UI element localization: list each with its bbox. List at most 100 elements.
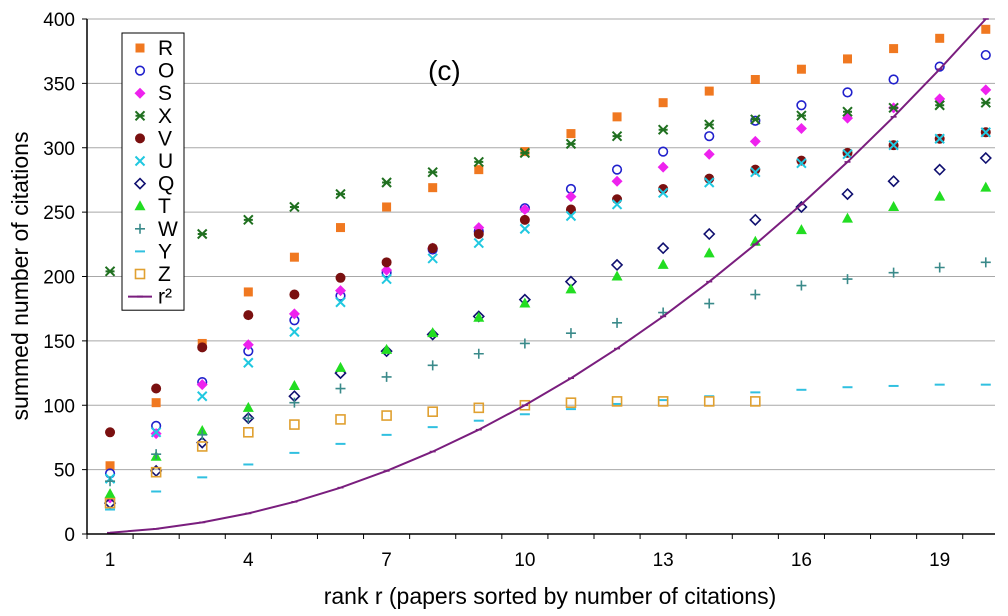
point-x [289, 201, 300, 213]
y-tick-label: 300 [43, 139, 75, 160]
y-tick-label: 50 [54, 461, 75, 482]
point-x [704, 119, 715, 130]
y-axis-label: summed number of citations [7, 132, 33, 421]
series-r [107, 18, 989, 534]
legend-label-s: S [158, 82, 172, 105]
point-x [888, 102, 899, 114]
point-u [243, 357, 254, 368]
point-t [980, 181, 992, 192]
point-v [612, 194, 623, 205]
point-t [473, 311, 485, 322]
point-r [704, 86, 714, 96]
point-w [750, 289, 761, 300]
point-t [381, 343, 393, 354]
x-tick-label: 4 [243, 550, 254, 571]
point-o [796, 100, 807, 111]
point-w [934, 262, 945, 273]
point-q [380, 345, 393, 358]
point-x [750, 114, 761, 125]
point-z [657, 396, 669, 407]
legend-label-w: W [158, 218, 178, 241]
point-t [888, 200, 900, 211]
series-s [104, 84, 992, 504]
legend-label-v: V [158, 127, 172, 150]
point-u [427, 253, 438, 264]
point-z [381, 410, 392, 421]
point-u [888, 139, 899, 151]
point-q [841, 187, 854, 201]
point-o [888, 74, 899, 85]
x-tick-label: 10 [514, 550, 535, 571]
point-w [289, 397, 300, 408]
legend-swatch-o [134, 65, 146, 76]
legend-swatch-t [134, 200, 146, 211]
point-q [426, 328, 439, 341]
point-o [934, 61, 945, 72]
point-t [657, 258, 669, 269]
point-w [565, 328, 576, 339]
point-q [749, 213, 762, 226]
point-x [197, 228, 208, 240]
point-x [335, 188, 346, 200]
series-o [104, 49, 991, 479]
legend-label-q: Q [158, 173, 174, 196]
point-u [842, 148, 853, 160]
legend-label-y: Y [158, 240, 172, 263]
legend-label-z: Z [158, 263, 171, 286]
point-s [381, 264, 393, 276]
point-z [335, 414, 346, 425]
point-r [935, 33, 945, 43]
series-t [104, 181, 992, 499]
series-q [103, 151, 992, 510]
legend-swatch-z [134, 268, 146, 280]
point-u [197, 391, 208, 402]
point-r [889, 44, 899, 54]
point-o [842, 87, 853, 98]
point-s [519, 204, 531, 216]
legend-swatch-w [135, 223, 145, 234]
legend-label-r: R [158, 37, 173, 60]
point-v [565, 204, 576, 215]
point-u [704, 177, 715, 188]
point-z [703, 396, 715, 407]
point-v [243, 310, 254, 321]
point-x [980, 97, 991, 108]
point-t [427, 327, 439, 338]
x-tick-label: 1 [105, 550, 116, 571]
point-q [196, 436, 209, 449]
point-u [335, 297, 346, 308]
legend-swatch-v [135, 133, 145, 144]
y-tick-label: 400 [43, 10, 75, 31]
legend-label-t: T [158, 195, 171, 218]
point-s [288, 308, 300, 320]
point-s [335, 285, 347, 297]
point-t [519, 297, 531, 308]
point-r [428, 183, 438, 193]
point-x [104, 266, 116, 277]
point-z [611, 396, 623, 407]
point-u [381, 273, 392, 285]
x-tick-label: 19 [929, 550, 950, 571]
point-t [934, 190, 946, 201]
point-s [565, 191, 577, 203]
point-t [242, 401, 254, 412]
point-x [611, 130, 623, 142]
point-w [427, 360, 438, 371]
point-v [289, 289, 300, 300]
point-r [151, 398, 161, 408]
point-x [243, 214, 254, 226]
point-s [795, 122, 807, 134]
legend-label-u: U [158, 150, 173, 173]
point-z [289, 419, 300, 430]
point-o [658, 146, 669, 157]
point-x [427, 167, 438, 178]
point-w [519, 338, 530, 349]
point-s [749, 135, 761, 147]
x-tick-label: 16 [791, 550, 812, 571]
point-x [473, 156, 484, 168]
point-w [612, 317, 623, 328]
point-t [611, 270, 623, 281]
point-v [381, 257, 392, 268]
point-t [703, 247, 715, 258]
